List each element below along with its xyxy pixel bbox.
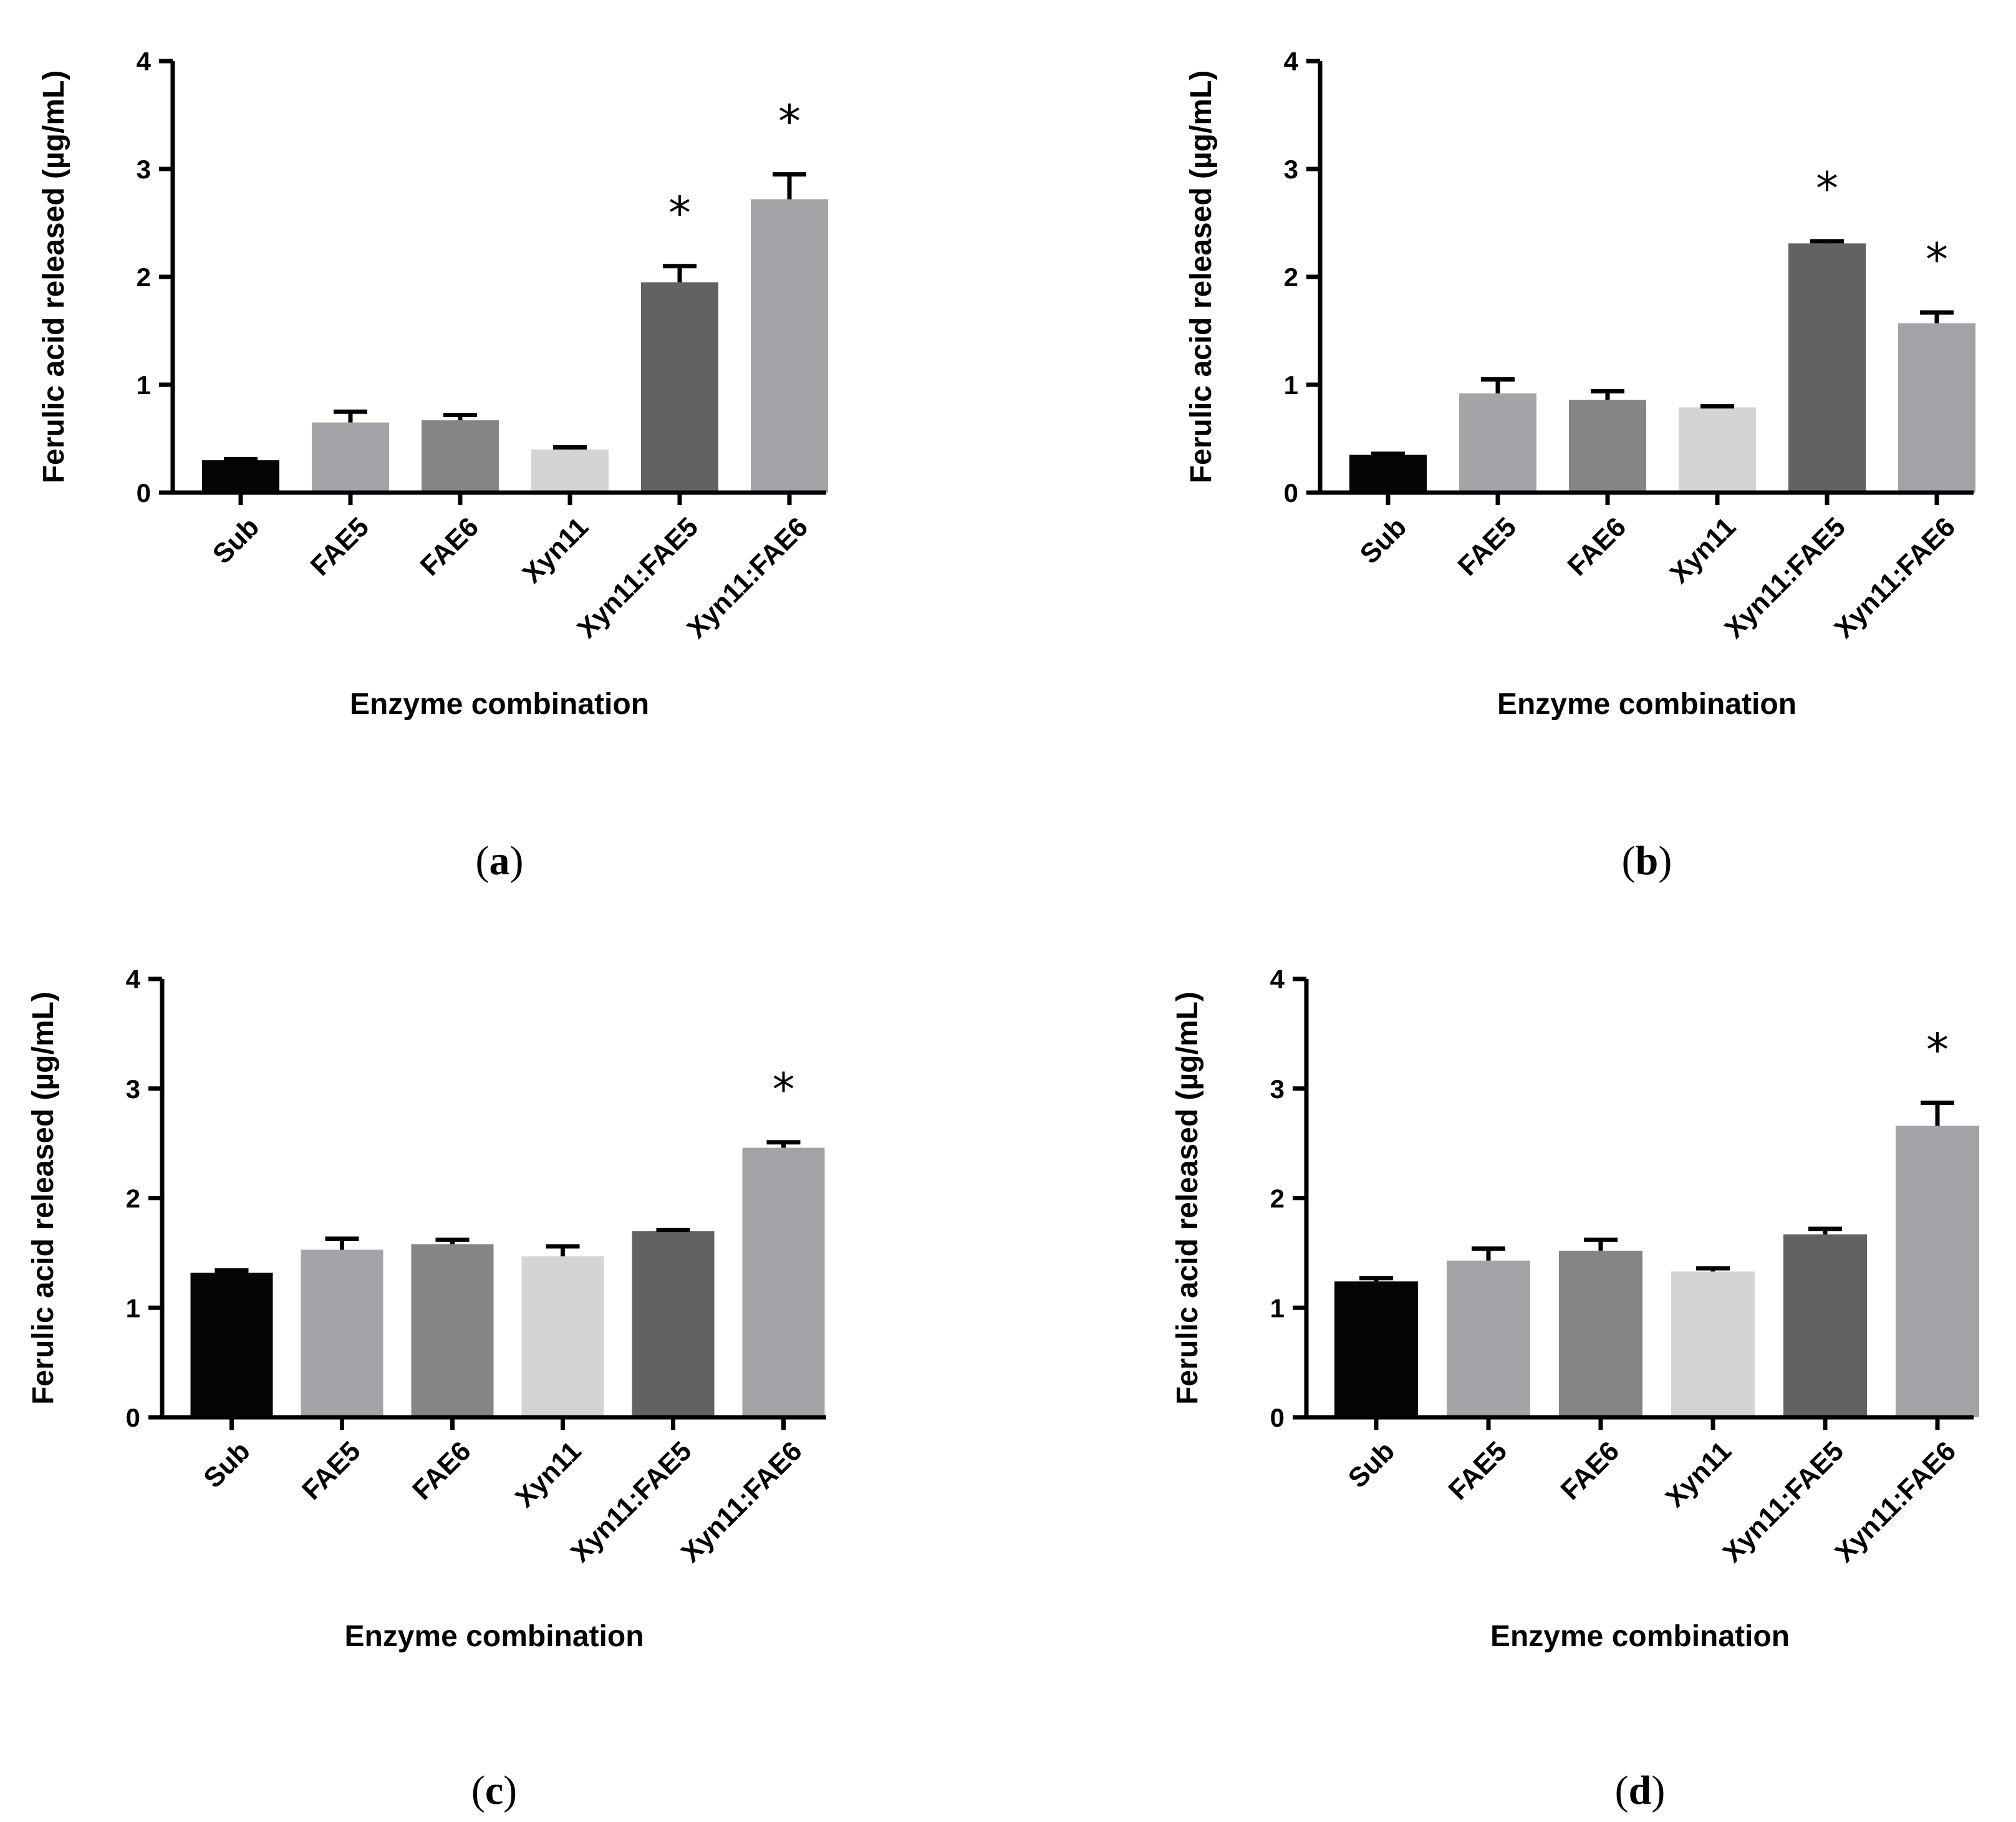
y-tick-label: 0 — [1284, 478, 1298, 508]
category-label: FAE6 — [1555, 1435, 1625, 1505]
category-label: Sub — [207, 511, 265, 569]
category-label: Xyn11 — [509, 1435, 587, 1513]
y-tick-label: 0 — [126, 1403, 140, 1432]
y-tick-label: 2 — [1270, 1184, 1285, 1213]
category-label: FAE6 — [415, 511, 485, 581]
category-label: Xyn11 — [1659, 1435, 1737, 1513]
bar — [1569, 400, 1646, 493]
significance-marker: * — [1926, 233, 1948, 286]
bar — [1334, 1281, 1418, 1417]
y-tick-label: 1 — [137, 370, 151, 400]
bar — [1349, 455, 1427, 493]
bar — [1783, 1234, 1867, 1417]
bar — [641, 282, 718, 493]
bar — [1898, 323, 1975, 493]
category-label: Sub — [1343, 1435, 1401, 1493]
bar — [632, 1231, 715, 1417]
y-tick-label: 2 — [137, 263, 151, 292]
category-label: FAE6 — [1562, 511, 1632, 581]
y-tick-label: 0 — [137, 478, 151, 508]
panel-label: (a) — [476, 838, 524, 884]
bar — [1671, 1271, 1755, 1417]
y-tick-label: 3 — [126, 1074, 140, 1104]
bar — [1447, 1260, 1530, 1417]
y-tick-label: 4 — [137, 47, 152, 76]
chart-panel-c: Sub FAE5 FAE6 Xyn11Xyn11:FAE5*Xyn11:FAE6012… — [27, 965, 826, 1813]
y-axis-title: Ferulic acid released (µg/mL) — [1171, 991, 1204, 1405]
x-axis-title: Enzyme combination — [1497, 688, 1797, 721]
significance-marker: * — [778, 95, 801, 148]
category-label: Xyn11 — [516, 511, 594, 589]
category-label: FAE5 — [305, 511, 375, 581]
y-tick-label: 3 — [1284, 155, 1298, 184]
y-axis-title: Ferulic acid released (µg/mL) — [1185, 70, 1218, 484]
panel-label: (c) — [471, 1768, 517, 1813]
x-axis-title: Enzyme combination — [344, 1620, 644, 1653]
bar — [301, 1250, 383, 1417]
category-label: FAE5 — [1443, 1435, 1513, 1505]
y-tick-label: 2 — [1284, 263, 1298, 292]
y-tick-label: 4 — [1270, 965, 1285, 994]
y-tick-label: 4 — [126, 965, 141, 994]
bar — [1559, 1250, 1642, 1417]
significance-marker: * — [1926, 1024, 1949, 1076]
panel-label: (b) — [1622, 838, 1672, 884]
bar — [1679, 407, 1756, 493]
y-tick-label: 3 — [1270, 1074, 1285, 1104]
significance-marker: * — [773, 1063, 795, 1116]
bar — [312, 422, 389, 493]
category-label: Sub — [198, 1435, 256, 1493]
y-tick-label: 1 — [126, 1293, 140, 1323]
bar — [521, 1256, 604, 1417]
x-axis-title: Enzyme combination — [350, 688, 649, 721]
bar — [202, 460, 279, 493]
category-label: Xyn11:FAE5 — [1717, 1435, 1850, 1568]
y-axis-title: Ferulic acid released (µg/mL) — [37, 70, 70, 484]
y-axis-title: Ferulic acid released (µg/mL) — [27, 991, 60, 1405]
category-label: Xyn11:FAE6 — [1829, 1435, 1962, 1568]
chart-panel-a: Sub FAE5 FAE6 Xyn11*Xyn11:FAE5*Xyn11:FAE601… — [37, 47, 828, 884]
bar — [531, 449, 609, 493]
y-tick-label: 1 — [1270, 1293, 1285, 1323]
y-tick-label: 3 — [137, 155, 151, 184]
category-label: Sub — [1354, 511, 1412, 569]
category-label: FAE6 — [407, 1435, 476, 1505]
panel-label: (d) — [1615, 1768, 1666, 1813]
bar — [742, 1147, 825, 1417]
category-label: FAE5 — [1452, 511, 1522, 581]
y-tick-label: 0 — [1270, 1403, 1285, 1432]
bar — [1459, 393, 1536, 493]
significance-marker: * — [668, 187, 691, 239]
bar — [751, 199, 828, 493]
bar — [411, 1244, 494, 1417]
category-label: Xyn11 — [1664, 511, 1742, 589]
bar — [1896, 1125, 1979, 1417]
y-tick-label: 1 — [1284, 370, 1298, 400]
y-tick-label: 4 — [1284, 47, 1299, 76]
bar — [422, 420, 499, 493]
significance-marker: * — [1816, 162, 1838, 214]
category-label: FAE5 — [296, 1435, 366, 1505]
chart-panel-b: Sub FAE5 FAE6 Xyn11*Xyn11:FAE5*Xyn11:FAE601… — [1185, 47, 1975, 884]
x-axis-title: Enzyme combination — [1490, 1620, 1790, 1653]
bar — [1788, 243, 1866, 493]
bar — [190, 1273, 273, 1417]
y-tick-label: 2 — [126, 1184, 140, 1213]
